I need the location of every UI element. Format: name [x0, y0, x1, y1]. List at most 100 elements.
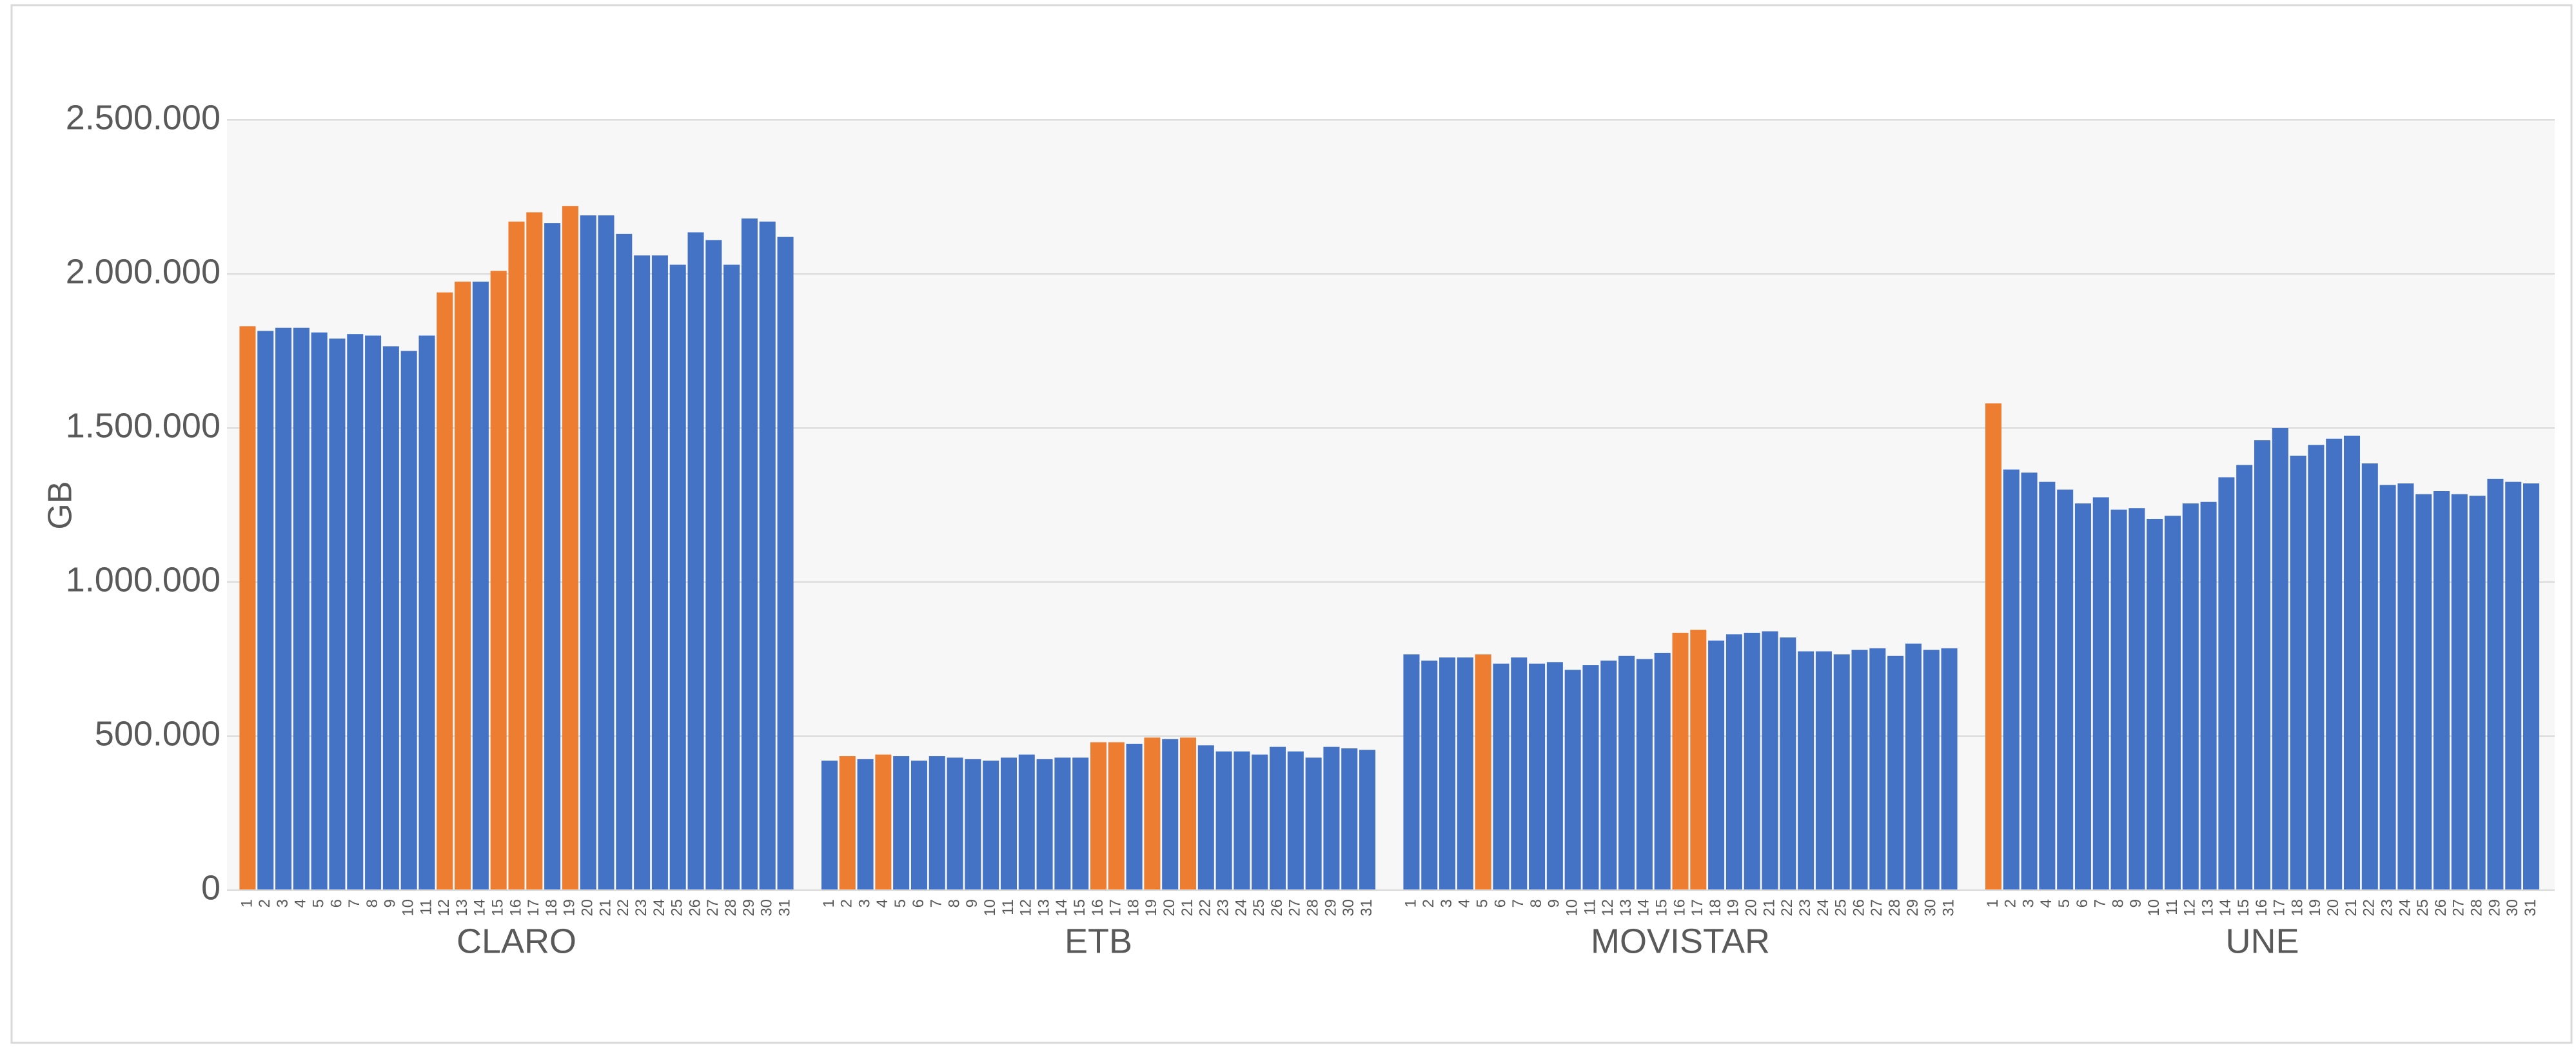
- bar: [2021, 472, 2038, 890]
- bar: [1054, 757, 1071, 890]
- x-tick-label: 12: [1018, 899, 1035, 917]
- bar: [2147, 519, 2163, 890]
- x-tick-label: 6: [2074, 899, 2091, 907]
- x-tick-label: 17: [1107, 899, 1125, 917]
- x-tick-label: 28: [722, 899, 740, 917]
- x-tick-label: 14: [1053, 899, 1070, 917]
- bar: [910, 761, 927, 890]
- y-tick-label: 2.000.000: [66, 252, 221, 291]
- bar: [472, 281, 489, 890]
- bar: [1780, 637, 1796, 890]
- bar: [965, 759, 981, 890]
- y-tick-label: 0: [201, 868, 221, 907]
- bar: [526, 212, 543, 890]
- bar: [2074, 503, 2091, 890]
- bar: [544, 223, 561, 890]
- bar: [1529, 663, 1546, 890]
- bar: [455, 281, 471, 890]
- x-tick-label: 24: [2396, 899, 2414, 917]
- bar: [365, 335, 382, 890]
- bar: [2039, 481, 2056, 890]
- x-tick-label: 14: [1635, 899, 1653, 917]
- bar: [669, 264, 686, 890]
- bar: [1359, 750, 1376, 890]
- x-tick-label: 10: [2145, 899, 2163, 917]
- x-tick-label: 13: [2199, 899, 2216, 917]
- x-tick-label: 5: [2056, 899, 2073, 907]
- x-tick-label: 29: [1322, 899, 1339, 917]
- bar: [893, 756, 910, 890]
- x-tick-label: 27: [704, 899, 722, 917]
- group-label: CLARO: [457, 922, 576, 960]
- bar: [508, 221, 525, 890]
- x-tick-label: 25: [669, 899, 686, 917]
- x-tick-label: 20: [579, 899, 596, 917]
- x-tick-label: 19: [1725, 899, 1742, 917]
- bar: [400, 351, 417, 890]
- x-tick-label: 13: [453, 899, 471, 917]
- x-tick-label: 22: [2361, 899, 2378, 917]
- x-tick-label: 21: [2343, 899, 2360, 917]
- bar: [1636, 659, 1653, 890]
- bar: [1869, 648, 1886, 890]
- bar: [1072, 757, 1089, 890]
- x-tick-label: 2: [2002, 899, 2020, 907]
- x-tick-label: 26: [1268, 899, 1286, 917]
- bar: [2057, 489, 2074, 890]
- bar: [983, 761, 999, 890]
- x-tick-label: 20: [1743, 899, 1760, 917]
- bar: [723, 264, 740, 890]
- x-tick-label: 1: [1984, 899, 2001, 907]
- bar: [759, 221, 776, 890]
- bar: [1126, 743, 1143, 890]
- bar: [705, 240, 722, 890]
- x-tick-label: 30: [1922, 899, 1940, 917]
- bar: [777, 237, 794, 890]
- y-tick-label: 1.000.000: [66, 560, 221, 599]
- x-tick-label: 16: [1089, 899, 1106, 917]
- bar: [929, 756, 945, 890]
- bar: [2290, 456, 2306, 890]
- x-tick-label: 28: [1304, 899, 1321, 917]
- x-tick-label: 4: [1456, 899, 1473, 907]
- x-tick-label: 8: [364, 899, 381, 907]
- y-axis-label: GB: [42, 481, 79, 529]
- bar: [1090, 742, 1107, 890]
- x-tick-label: 23: [1796, 899, 1814, 917]
- y-tick-label: 500.000: [95, 714, 221, 753]
- bar: [2182, 503, 2199, 890]
- x-tick-label: 16: [507, 899, 524, 917]
- bar: [2308, 445, 2325, 890]
- x-tick-label: 4: [292, 899, 310, 907]
- x-tick-label: 26: [2432, 899, 2450, 917]
- bar: [2164, 516, 2181, 890]
- x-tick-label: 29: [1904, 899, 1922, 917]
- x-tick-label: 19: [561, 899, 578, 917]
- x-tick-label: 15: [489, 899, 507, 917]
- bar: [2523, 483, 2540, 890]
- x-tick-label: 10: [981, 899, 999, 917]
- bar: [1305, 757, 1322, 890]
- bar: [1672, 632, 1689, 890]
- bar: [598, 215, 615, 891]
- x-tick-label: 26: [1850, 899, 1867, 917]
- bar: [2218, 477, 2235, 890]
- x-tick-label: 11: [999, 899, 1017, 915]
- bar: [2343, 435, 2361, 890]
- bar: [821, 761, 838, 890]
- bar: [1234, 751, 1250, 890]
- bar: [1744, 632, 1760, 890]
- bar: [2397, 483, 2414, 890]
- x-tick-label: 6: [1491, 899, 1509, 907]
- x-tick-label: 9: [963, 899, 981, 907]
- bar: [1144, 737, 1161, 890]
- group-label: MOVISTAR: [1591, 922, 1770, 960]
- x-tick-label: 21: [1179, 899, 1196, 917]
- x-tick-label: 4: [2038, 899, 2055, 907]
- bar: [1546, 662, 1563, 890]
- bar: [1905, 643, 1922, 890]
- x-tick-label: 31: [2522, 899, 2539, 917]
- x-tick-label: 24: [1232, 899, 1250, 917]
- x-tick-label: 26: [686, 899, 703, 917]
- bar: [2092, 497, 2109, 890]
